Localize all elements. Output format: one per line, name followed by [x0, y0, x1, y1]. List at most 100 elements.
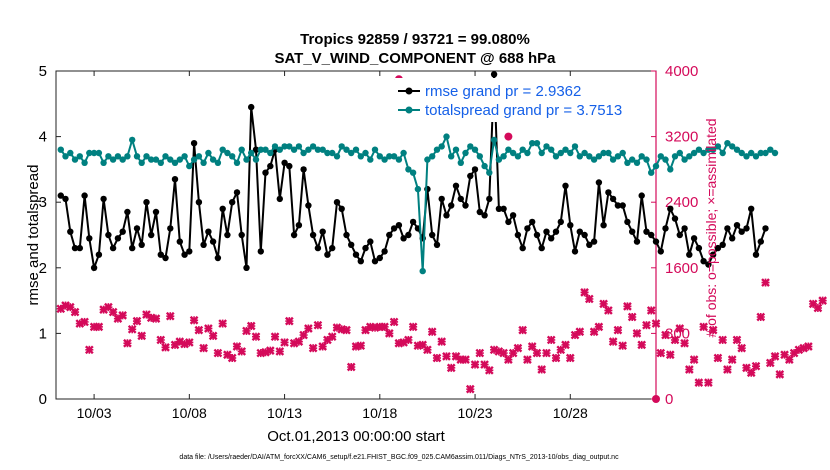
rmse-point — [662, 225, 669, 232]
obs-assimilated-point — [737, 343, 747, 353]
obs-assimilated-point — [346, 362, 356, 372]
rmse-point — [752, 251, 760, 258]
totalspread-point — [390, 153, 398, 160]
obs-assimilated-point — [813, 303, 823, 313]
rmse-point — [352, 251, 360, 258]
obs-assimilated-point — [275, 347, 285, 356]
obs-assimilated-point — [670, 335, 680, 345]
obs-assimilated-point — [294, 337, 304, 346]
rmse-point — [309, 231, 317, 239]
totalspread-point — [543, 143, 550, 150]
obs-assimilated-point — [194, 325, 204, 335]
obs-assimilated-point — [475, 348, 485, 358]
rmse-point — [543, 228, 550, 235]
obs-assimilated-point — [594, 322, 604, 332]
totalspread-point — [443, 133, 450, 140]
obs-assimilated-point — [546, 335, 556, 345]
totalspread-point — [281, 143, 288, 150]
totalspread-point — [262, 146, 269, 153]
totalspread-point — [581, 149, 588, 157]
obs-assimilated-point — [389, 317, 399, 327]
rmse-point — [633, 238, 641, 245]
obs-assimilated-point — [532, 348, 542, 358]
obs-assimilated-point — [575, 327, 585, 337]
totalspread-point — [395, 156, 403, 163]
totalspread-point — [748, 149, 755, 157]
obs-assimilated-point — [132, 316, 142, 326]
totalspread-point — [671, 153, 679, 160]
obs-assimilated-point — [537, 365, 547, 374]
rmse-point — [329, 244, 336, 252]
totalspread-point — [729, 143, 736, 150]
obs-assimilated-point — [665, 350, 675, 360]
totalspread-point — [224, 149, 231, 157]
obs-assimilated-point — [756, 312, 766, 322]
rmse-point — [590, 238, 598, 245]
obs-assimilated-point — [199, 343, 208, 353]
totalspread-point — [267, 149, 274, 157]
rmse-point — [443, 212, 450, 219]
totalspread-point — [252, 156, 260, 163]
obs-assimilated-point — [123, 338, 132, 348]
x-tick-label: 10/13 — [267, 405, 302, 421]
totalspread-point — [314, 146, 322, 153]
rmse-point — [395, 222, 403, 229]
rmse-point — [105, 231, 112, 239]
totalspread-point — [286, 143, 293, 150]
rmse-point — [643, 228, 650, 235]
rmse-point — [576, 228, 583, 235]
rmse-point — [186, 248, 193, 255]
rmse-point — [605, 189, 612, 196]
rmse-point — [719, 241, 726, 248]
totalspread-point — [481, 162, 488, 170]
obs-assimilated-point — [775, 370, 785, 379]
rmse-point — [371, 258, 379, 265]
obs-assimilated-point — [94, 322, 104, 332]
totalspread-point — [452, 146, 460, 153]
rmse-point — [609, 195, 617, 203]
rmse-point — [629, 228, 636, 235]
totalspread-point — [243, 156, 250, 163]
totalspread-point — [124, 153, 131, 160]
rmse-point — [243, 264, 250, 271]
obs-assimilated-point — [318, 342, 328, 351]
totalspread-point — [714, 143, 722, 150]
obs-assimilated-point — [604, 306, 613, 315]
rmse-point — [333, 199, 341, 206]
rmse-point — [133, 225, 141, 232]
rmse-point — [276, 195, 283, 203]
totalspread-point — [462, 149, 469, 157]
obs-assimilated-point — [461, 355, 470, 364]
totalspread-point — [152, 156, 160, 163]
obs-assimilated-point — [718, 335, 728, 345]
rmse-point — [686, 251, 693, 258]
obs-assimilated-point — [208, 331, 218, 341]
obs-assimilated-point — [527, 342, 537, 351]
rmse-point — [281, 159, 288, 166]
totalspread-point — [381, 156, 388, 163]
rmse-point — [129, 244, 136, 252]
obs-assimilated-point — [689, 355, 699, 364]
rmse-point — [657, 248, 664, 255]
obs-assimilated-point — [308, 343, 318, 353]
totalspread-point — [333, 153, 341, 160]
totalspread-point — [514, 153, 522, 160]
obs-assimilated-point — [189, 315, 199, 325]
totalspread-point — [624, 159, 631, 166]
totalspread-point — [586, 153, 593, 160]
rmse-point — [486, 195, 493, 203]
totalspread-point — [638, 153, 645, 160]
obs-assimilated-point — [218, 319, 228, 328]
obs-assimilated-point — [442, 352, 451, 361]
totalspread-point — [214, 159, 222, 166]
rmse-point — [700, 258, 707, 265]
rmse-point — [95, 251, 103, 258]
totalspread-point — [190, 156, 198, 163]
totalspread-point — [633, 159, 641, 166]
totalspread-point — [495, 156, 503, 163]
obs-assimilated-point — [404, 335, 413, 345]
obs-assimilated-point — [708, 325, 718, 335]
totalspread-point — [500, 153, 507, 160]
rmse-point — [524, 225, 531, 232]
rmse-point — [190, 140, 198, 147]
